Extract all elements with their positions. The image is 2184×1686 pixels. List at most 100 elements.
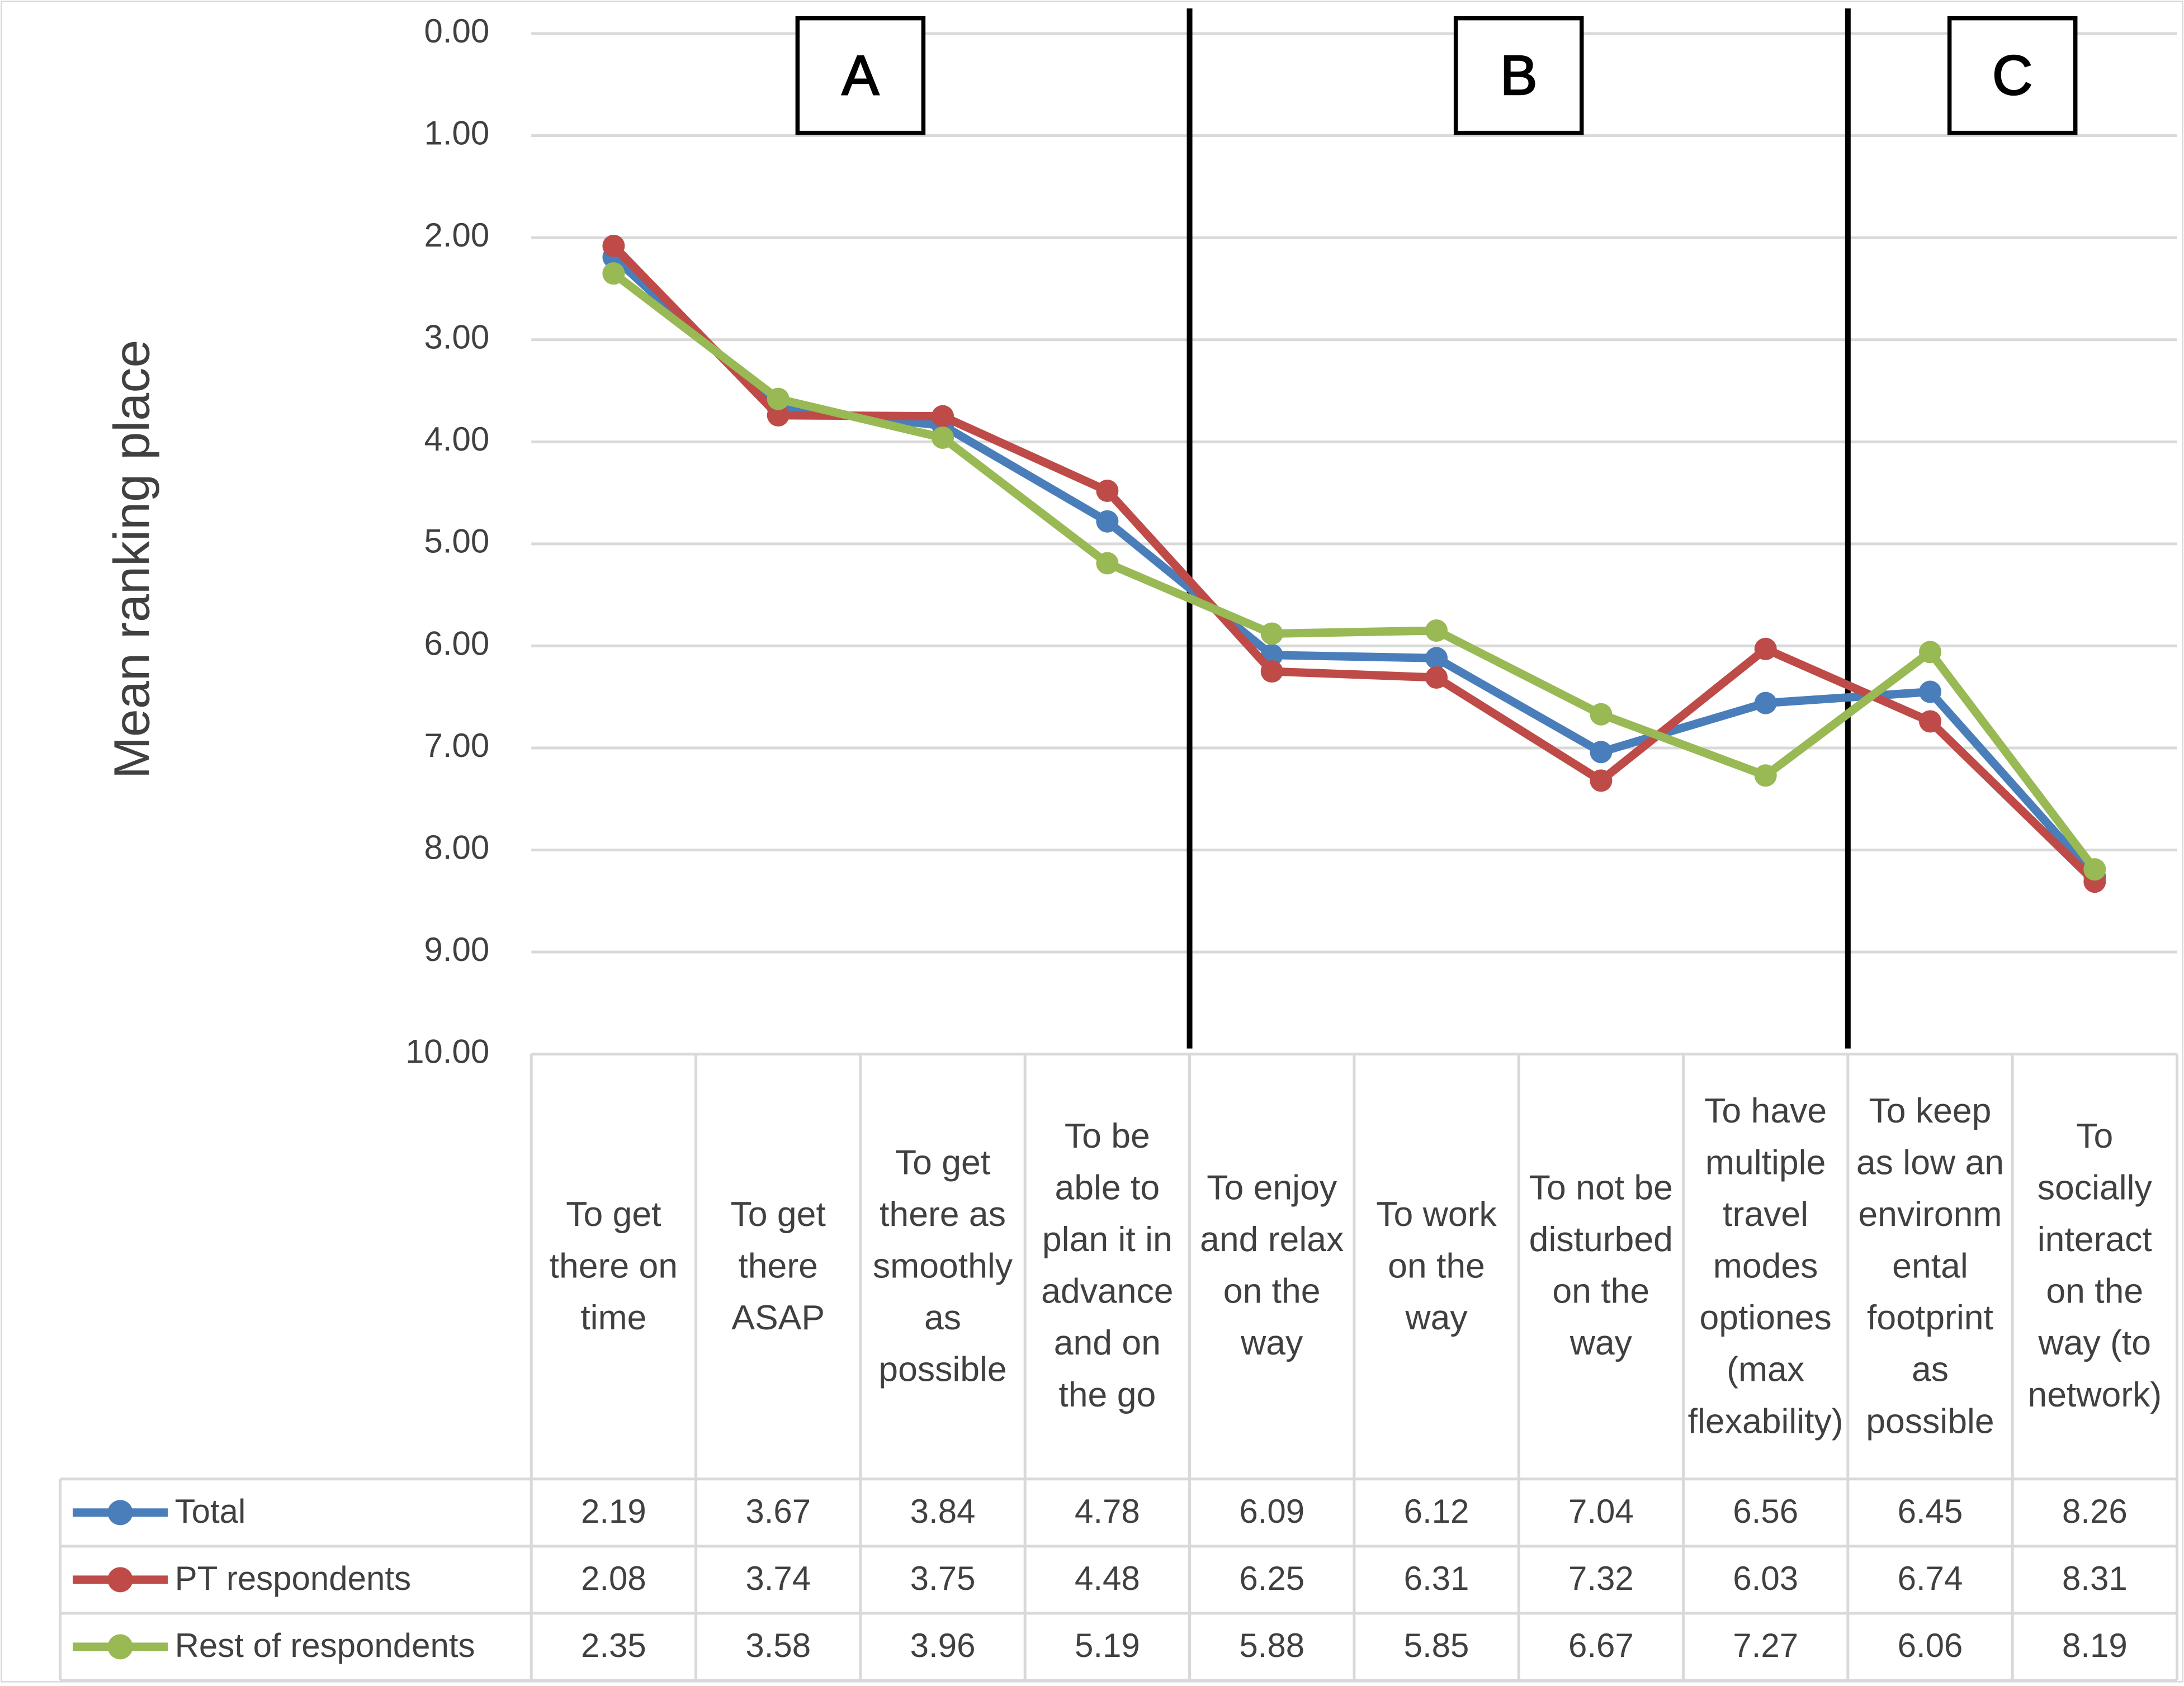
data-point xyxy=(1425,647,1448,670)
category-cell: To socially interact on the way (to netw… xyxy=(2027,1117,2162,1415)
data-point xyxy=(1096,510,1119,533)
table-value: 8.26 xyxy=(2062,1493,2128,1530)
table-value: 6.09 xyxy=(1239,1493,1304,1530)
y-axis-title: Mean ranking place xyxy=(104,340,160,779)
table-value: 7.04 xyxy=(1568,1493,1634,1530)
category-cell: To get there as smoothly as possible xyxy=(872,1143,1013,1389)
x-tick-label: To get there ASAP xyxy=(730,1194,826,1337)
table-value: 7.27 xyxy=(1733,1627,1798,1664)
x-tick-label: To get there as smoothly as possible xyxy=(872,1143,1013,1389)
y-tick-label: 0.00 xyxy=(424,12,489,50)
data-point xyxy=(1096,479,1119,502)
y-tick-label: 10.00 xyxy=(405,1033,489,1070)
data-point xyxy=(1590,703,1613,726)
category-cell: To get there ASAP xyxy=(730,1194,826,1337)
data-point xyxy=(1590,741,1613,764)
x-tick-label: To not be disturbed on the way xyxy=(1529,1168,1673,1363)
annotation-box xyxy=(1453,16,1584,135)
legend-label: Rest of respondents xyxy=(175,1627,475,1664)
table-value: 6.25 xyxy=(1239,1560,1304,1597)
data-point xyxy=(602,234,625,257)
table-value: 3.58 xyxy=(745,1627,811,1664)
y-tick-label: 2.00 xyxy=(424,216,489,254)
data-point xyxy=(1919,710,1942,733)
y-tick-label: 8.00 xyxy=(424,828,489,866)
x-tick-label: To get there on time xyxy=(549,1194,678,1337)
data-point xyxy=(932,405,954,428)
table-value: 6.74 xyxy=(1898,1560,1963,1597)
y-tick-label: 9.00 xyxy=(424,931,489,968)
y-tick-label: 6.00 xyxy=(424,624,489,662)
data-point xyxy=(1754,764,1777,787)
table-value: 2.19 xyxy=(581,1493,646,1530)
table-value: 2.08 xyxy=(581,1560,646,1597)
data-point xyxy=(1590,769,1613,792)
table-value: 6.31 xyxy=(1404,1560,1469,1597)
y-tick-label: 7.00 xyxy=(424,727,489,764)
legend-marker xyxy=(107,1500,133,1526)
table-value: 3.96 xyxy=(910,1627,976,1664)
category-cell: To not be disturbed on the way xyxy=(1529,1168,1673,1363)
x-tick-label: To socially interact on the way (to netw… xyxy=(2027,1117,2162,1415)
annotation: A xyxy=(842,44,880,107)
table-value: 3.84 xyxy=(910,1493,976,1530)
table-value: 6.45 xyxy=(1898,1493,1963,1530)
table-value: 6.03 xyxy=(1733,1560,1798,1597)
x-tick-label: To keep as low an environmental footprin… xyxy=(1856,1091,2005,1441)
y-tick-label: 4.00 xyxy=(424,420,489,458)
annotation: C xyxy=(1992,44,2032,107)
table-value: 8.19 xyxy=(2062,1627,2128,1664)
data-point xyxy=(1425,619,1448,642)
y-tick-label: 5.00 xyxy=(424,523,489,560)
category-cell: To get there on time xyxy=(549,1194,678,1337)
data-point xyxy=(1754,637,1777,660)
table-value: 5.85 xyxy=(1404,1627,1469,1664)
data-point xyxy=(1425,666,1448,689)
category-cell: To work on the way xyxy=(1376,1194,1497,1337)
series-line xyxy=(611,270,2098,872)
x-tick-label: To be able to plan it in advance and on … xyxy=(1041,1117,1174,1415)
table-value: 6.56 xyxy=(1733,1493,1798,1530)
table-value: 4.78 xyxy=(1075,1493,1140,1530)
y-tick-label: 1.00 xyxy=(424,115,489,152)
table-value: 4.48 xyxy=(1075,1560,1140,1597)
legend-marker xyxy=(107,1634,133,1660)
data-point xyxy=(767,404,790,427)
table-value: 5.19 xyxy=(1075,1627,1140,1664)
table-value: 6.12 xyxy=(1404,1493,1469,1530)
y-tick-label: 3.00 xyxy=(424,319,489,356)
table-value: 6.67 xyxy=(1568,1627,1634,1664)
table-value: 3.74 xyxy=(745,1560,811,1597)
data-point xyxy=(602,262,625,285)
category-cell: To be able to plan it in advance and on … xyxy=(1041,1117,1174,1415)
data-point xyxy=(767,387,790,410)
annotation-box xyxy=(795,16,926,135)
legend-label: PT respondents xyxy=(175,1560,412,1597)
legend-label: Total xyxy=(175,1493,246,1530)
table-value: 2.35 xyxy=(581,1627,646,1664)
table-value: 3.67 xyxy=(745,1493,811,1530)
table-value: 5.88 xyxy=(1239,1627,1304,1664)
data-point xyxy=(2083,858,2106,881)
table-value: 3.75 xyxy=(910,1560,976,1597)
data-point xyxy=(1260,660,1283,683)
annotation-box xyxy=(1947,16,2078,135)
data-point xyxy=(1096,552,1119,575)
table-value: 7.32 xyxy=(1568,1560,1634,1597)
annotation: B xyxy=(1500,44,1538,107)
table-value: 6.06 xyxy=(1898,1627,1963,1664)
x-tick-label: To enjoy and relax on the way xyxy=(1200,1168,1344,1363)
category-cell: To enjoy and relax on the way xyxy=(1200,1168,1344,1363)
legend-marker xyxy=(107,1567,133,1593)
category-cell: To have multiple travel modes optiones (… xyxy=(1687,1091,1843,1441)
data-point xyxy=(932,427,954,449)
x-tick-label: To work on the way xyxy=(1376,1194,1497,1337)
x-tick-label: To have multiple travel modes optiones (… xyxy=(1687,1091,1843,1441)
data-point xyxy=(1919,680,1942,703)
category-cell: To keep as low an environmental footprin… xyxy=(1856,1091,2005,1441)
data-point xyxy=(1754,692,1777,714)
table-value: 8.31 xyxy=(2062,1560,2128,1597)
